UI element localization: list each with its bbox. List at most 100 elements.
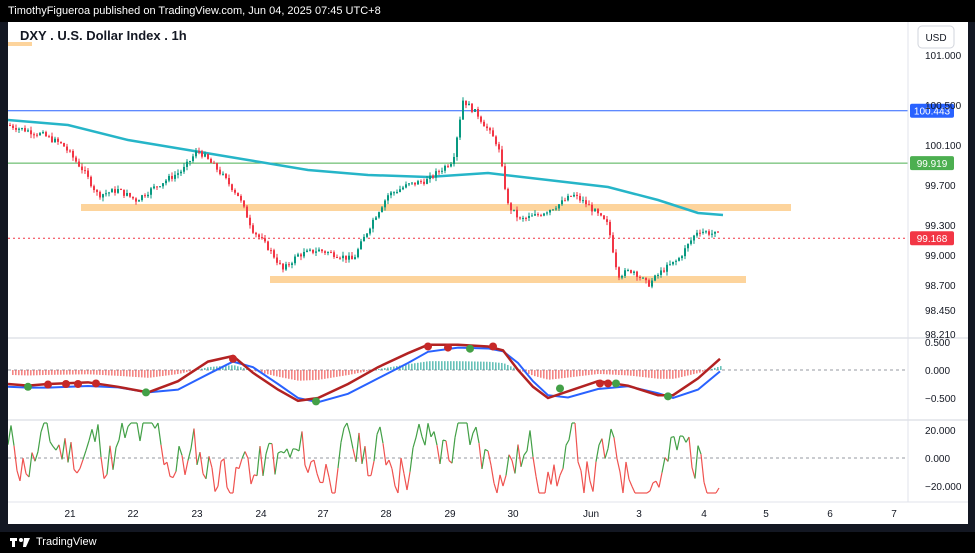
support-zone-lower[interactable] (270, 276, 746, 283)
candle (588, 200, 590, 206)
macd-hist-bar (612, 370, 614, 375)
candle (273, 248, 275, 259)
macd-hist-bar (240, 367, 242, 370)
osc-segment (157, 422, 162, 445)
macd-hist-bar (414, 363, 416, 370)
macd-hist-bar (621, 370, 623, 376)
candle (210, 157, 212, 163)
macd-hist-bar (552, 370, 554, 380)
macd-hist-bar (660, 370, 662, 379)
macd-hist-bar (102, 370, 104, 376)
candle (633, 270, 635, 276)
osc-segment (694, 445, 699, 479)
candle (657, 273, 659, 279)
osc-segment (472, 426, 477, 434)
osc-segment (55, 444, 60, 451)
osc-segment (613, 437, 618, 459)
chart-svg[interactable]: 100.443 99.919 99.168 0.500 0.000 −0.500 20.… (8, 22, 968, 524)
osc-segment (475, 426, 480, 444)
candle (693, 234, 695, 244)
candle (252, 223, 254, 234)
macd-hist-bar (411, 363, 413, 370)
chart-panel[interactable]: 100.443 99.919 99.168 0.500 0.000 −0.500 20.… (8, 22, 968, 524)
macd-hist-bar (129, 370, 131, 377)
time-axis[interactable]: 21 22 23 24 27 28 29 30 Jun 3 4 5 6 7 (64, 509, 897, 520)
macd-hist-bar (90, 370, 92, 375)
macd-hist-bar (348, 370, 350, 375)
macd-hist-bar (306, 370, 308, 381)
candle (555, 206, 557, 211)
macd-hist-bar (630, 370, 632, 376)
candle (561, 196, 563, 206)
macd-hist-bar (315, 370, 317, 380)
macd-hist-bar (642, 370, 644, 378)
osc-tick: −20.000 (925, 482, 962, 493)
candle (246, 205, 248, 218)
macd-tick: 0.500 (925, 338, 950, 349)
candle (225, 173, 227, 180)
macd-hist-bar (147, 370, 149, 378)
candle (666, 262, 668, 276)
macd-cross-dot (444, 343, 452, 352)
candle (156, 186, 158, 191)
macd-hist-bar (648, 370, 650, 378)
currency-label: USD (925, 33, 946, 44)
support-zones[interactable] (81, 204, 791, 283)
candle (474, 108, 476, 112)
candle (510, 201, 512, 214)
support-zone-upper[interactable] (81, 204, 791, 211)
macd-hist-bar (522, 370, 524, 372)
currency-box[interactable]: USD (917, 25, 955, 49)
macd-hist-bar (489, 361, 491, 370)
candle (594, 208, 596, 212)
time-tick: 6 (827, 509, 833, 520)
macd-hist-bar (297, 370, 299, 381)
candle (189, 160, 191, 166)
osc-segment (13, 445, 18, 471)
candle (699, 229, 701, 237)
osc-segment (628, 479, 633, 487)
macd-hist-bar (285, 370, 287, 379)
macd-hist-bar (201, 368, 203, 370)
osc-segment (445, 440, 450, 461)
macd-hist-bar (651, 370, 653, 379)
macd-hist-bar (33, 370, 35, 376)
candle (672, 261, 674, 266)
candle (711, 229, 713, 238)
candle (267, 240, 269, 251)
candle (579, 193, 581, 203)
candle (477, 106, 479, 120)
osc-segment (61, 438, 66, 460)
candle (471, 103, 473, 114)
candle (258, 233, 260, 240)
macd-hist-bar (84, 370, 86, 375)
candle (303, 248, 305, 259)
osc-segment (115, 439, 120, 448)
macd-hist-bar (75, 370, 77, 375)
osc-segment (616, 458, 621, 473)
candle (183, 163, 185, 174)
candle (399, 185, 401, 193)
macd-hist-bar (699, 370, 701, 373)
brand-name: TradingView (36, 536, 97, 548)
candle (222, 171, 224, 176)
candle (453, 153, 455, 167)
macd-hist-bar (684, 370, 686, 377)
macd-hist-bar (456, 361, 458, 370)
candle (204, 151, 206, 158)
macd-hist-bar (339, 370, 341, 377)
osc-segment (16, 470, 21, 482)
candle (531, 213, 533, 217)
candle (390, 191, 392, 199)
candle (327, 251, 329, 256)
osc-segment (385, 459, 390, 466)
price-axis[interactable]: 101.000 100.500 100.100 99.700 99.300 99.000 9… (907, 22, 962, 502)
macd-hist-bar (69, 370, 71, 375)
osc-segment (409, 447, 414, 472)
osc-segment (172, 471, 177, 478)
time-tick: 4 (701, 509, 707, 520)
macd-hist-bar (234, 365, 236, 370)
macd-hist-bar (435, 361, 437, 370)
macd-hist-bar (573, 370, 575, 377)
horizontal-levels[interactable]: 100.443 99.919 99.168 (8, 103, 954, 246)
